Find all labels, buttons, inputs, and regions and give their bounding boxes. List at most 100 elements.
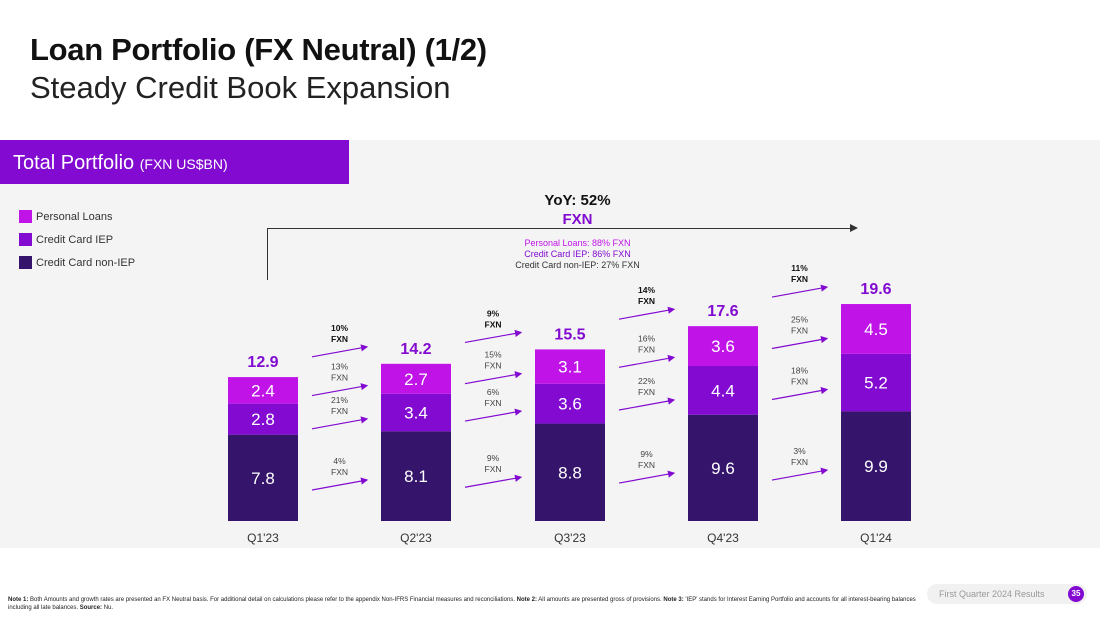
yoy-label: YoY: 52%: [544, 192, 611, 209]
yoy-detail-noniep: Credit Card non-IEP: 27% FXN: [515, 260, 640, 270]
page-title: Loan Portfolio (FX Neutral) (1/2): [30, 32, 487, 67]
yoy-detail-iep: Credit Card IEP: 86% FXN: [524, 249, 631, 259]
footnote: Note 1: Both Amounts and growth rates ar…: [8, 597, 916, 611]
bar-segment: [228, 403, 298, 435]
yoy-fxn: FXN: [562, 211, 593, 228]
legend-item-credit-card-non-iep: Credit Card non-IEP: [19, 251, 135, 274]
growth-arrow-icon: [618, 397, 676, 411]
growth-arrow-icon: [771, 467, 829, 481]
growth-fxn-label: FXN: [485, 464, 502, 474]
growth-arrow-icon: [618, 470, 676, 484]
bar-value-label: 3.6: [558, 395, 582, 414]
growth-rate-label: 22%: [638, 376, 655, 386]
yoy-detail-personal: Personal Loans: 88% FXN: [524, 238, 631, 248]
bar-segment: [535, 423, 605, 521]
growth-arrow-icon: [618, 306, 676, 320]
growth-fxn-label: FXN: [791, 274, 808, 284]
growth-fxn-label: FXN: [331, 406, 348, 416]
section-title: Total Portfolio: [13, 152, 135, 174]
bar-segment: [535, 383, 605, 424]
bar-value-label: 5.2: [864, 374, 888, 393]
growth-rate-label: 21%: [331, 395, 348, 405]
x-tick-label: Q2'23: [400, 531, 432, 545]
growth-arrow-icon: [464, 329, 523, 344]
growth-fxn-label: FXN: [638, 460, 655, 470]
legend-label: Credit Card non-IEP: [36, 256, 136, 269]
bar-total-label: 12.9: [247, 354, 278, 371]
growth-rate-label: 9%: [487, 453, 500, 463]
yoy-bracket: [267, 228, 852, 280]
note-label: Note 3:: [663, 597, 684, 603]
bar-value-label: 9.6: [711, 459, 735, 478]
growth-arrow-icon: [311, 416, 369, 430]
note-label: Source:: [79, 605, 103, 611]
growth-fxn-label: FXN: [638, 344, 655, 354]
growth-rate-label: 6%: [487, 387, 500, 397]
growth-arrow-icon: [464, 408, 523, 422]
bar-value-label: 4.5: [864, 320, 888, 339]
bar-segment: [841, 411, 911, 521]
bar-value-label: 8.8: [558, 463, 582, 482]
arrow-head-icon: [850, 224, 858, 232]
report-label: First Quarter 2024 Results: [927, 584, 1087, 604]
growth-fxn-label: FXN: [791, 326, 808, 336]
bar-segment: [381, 393, 451, 432]
growth-rate-label: 3%: [793, 446, 806, 456]
growth-rate-label: 25%: [791, 315, 808, 325]
bar-value-label: 2.7: [404, 370, 428, 389]
bar-value-label: 7.8: [251, 469, 275, 488]
legend-item-credit-card-iep: Credit Card IEP: [19, 228, 135, 251]
bar-segment: [381, 363, 451, 394]
legend-label: Personal Loans: [36, 210, 113, 223]
growth-rate-label: 16%: [638, 333, 655, 343]
bar-segment: [688, 326, 758, 367]
bar-value-label: 8.1: [404, 467, 428, 486]
growth-rate-label: 14%: [638, 285, 655, 295]
bar-segment: [688, 414, 758, 521]
bar-segment: [228, 434, 298, 521]
bar-value-label: 3.1: [558, 358, 582, 377]
bar-segment: [381, 431, 451, 521]
growth-arrow-icon: [464, 474, 523, 488]
growth-fxn-label: FXN: [331, 373, 348, 383]
growth-rate-label: 11%: [791, 263, 808, 273]
bar-value-label: 3.4: [404, 404, 428, 423]
bar-segment: [688, 366, 758, 415]
legend-swatch: [19, 256, 32, 269]
growth-arrow-icon: [618, 354, 676, 368]
growth-rate-label: 15%: [484, 350, 501, 360]
growth-arrow-icon: [771, 336, 829, 350]
growth-arrow-icon: [771, 284, 829, 298]
growth-rate-label: 9%: [640, 449, 653, 459]
growth-fxn-label: FXN: [331, 467, 348, 477]
growth-fxn-label: FXN: [638, 387, 655, 397]
legend-swatch: [19, 233, 32, 246]
growth-rate-label: 10%: [331, 323, 348, 333]
x-tick-label: Q3'23: [554, 531, 586, 545]
growth-rate-label: 13%: [331, 362, 348, 372]
yoy-details: Personal Loans: 88% FXN Credit Card IEP:…: [480, 238, 675, 271]
growth-fxn-label: FXN: [485, 398, 502, 408]
growth-arrow-icon: [464, 371, 523, 385]
growth-fxn-label: FXN: [485, 319, 502, 329]
bar-value-label: 2.8: [251, 410, 275, 429]
growth-rate-label: 4%: [333, 456, 346, 466]
growth-arrow-icon: [311, 383, 369, 397]
bar-segment: [841, 353, 911, 412]
bar-total-label: 17.6: [707, 303, 738, 320]
bar-total-label: 19.6: [860, 281, 891, 298]
note-label: Note 1:: [8, 597, 29, 603]
growth-fxn-label: FXN: [485, 361, 502, 371]
bar-total-label: 15.5: [554, 326, 585, 343]
growth-fxn-label: FXN: [791, 457, 808, 467]
legend-label: Credit Card IEP: [36, 233, 114, 246]
page-subtitle: Steady Credit Book Expansion: [30, 70, 451, 105]
bar-value-label: 3.6: [711, 337, 735, 356]
growth-fxn-label: FXN: [638, 296, 655, 306]
section-header: Total Portfolio (FXN US$BN): [0, 140, 349, 184]
growth-arrow-icon: [311, 344, 369, 358]
bar-segment: [228, 377, 298, 404]
x-tick-label: Q1'24: [860, 531, 892, 545]
legend-item-personal-loans: Personal Loans: [19, 205, 135, 228]
